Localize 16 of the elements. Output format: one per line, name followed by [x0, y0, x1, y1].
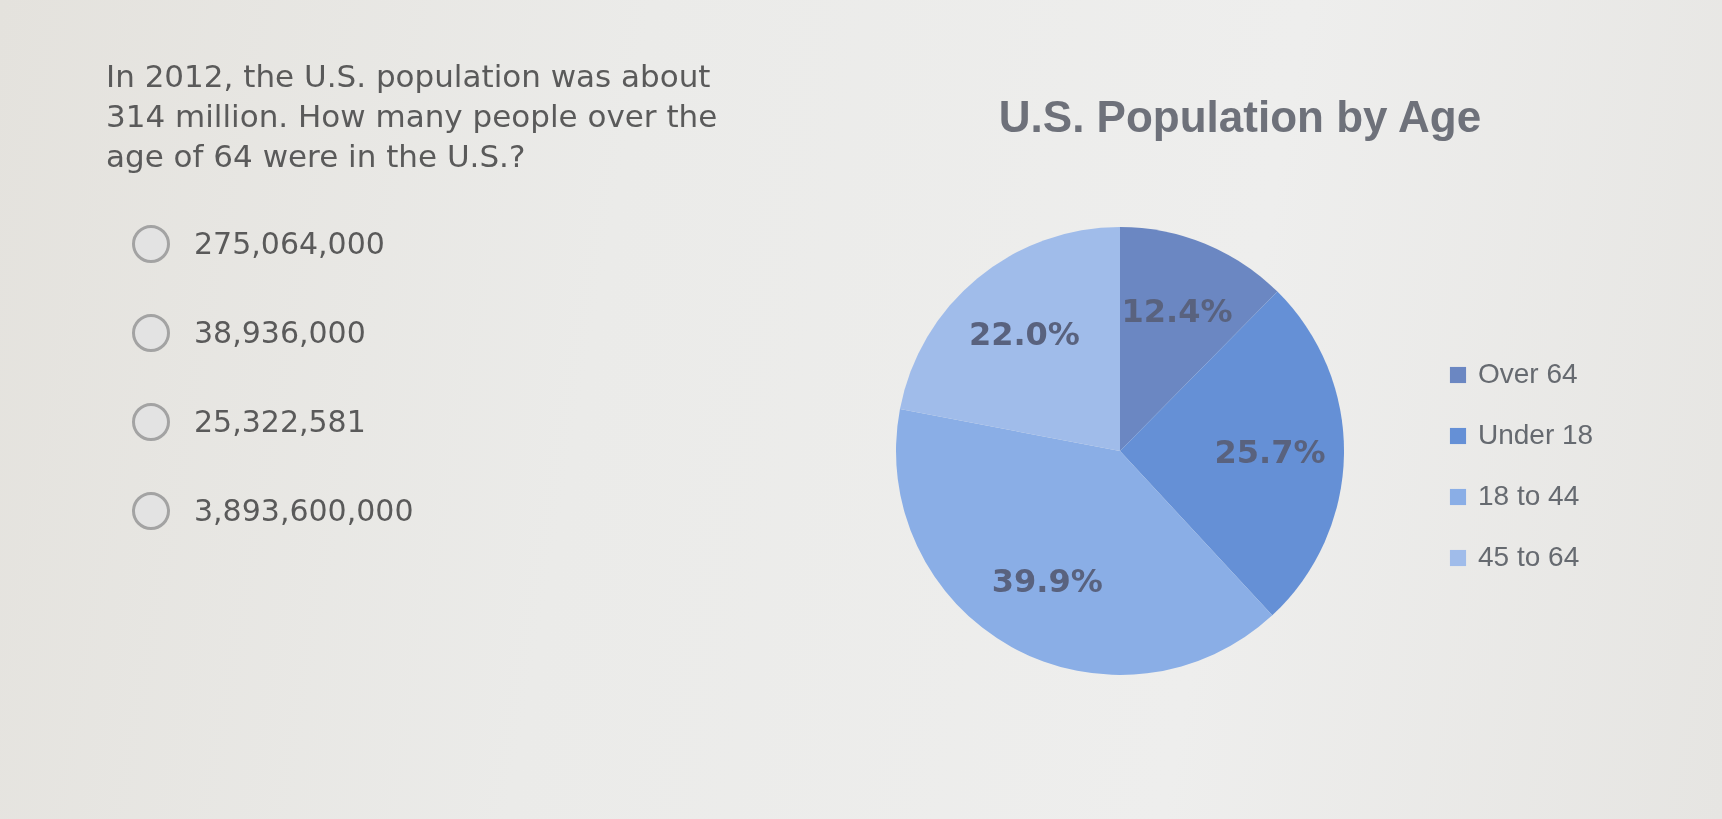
legend-label: 45 to 64 — [1478, 541, 1580, 572]
pie-slice — [1120, 291, 1344, 616]
chart-title: U.S. Population by Age — [998, 92, 1482, 141]
text: 3,893,600,000 — [194, 493, 414, 528]
text: 38,936,000 — [194, 315, 366, 350]
text: 25,322,581 — [194, 404, 366, 439]
legend-label: Over 64 — [1478, 358, 1578, 389]
text: 275,064,000 — [194, 226, 385, 261]
pie-slice — [899, 227, 1120, 451]
data-label: 39.9% — [991, 562, 1103, 601]
data-label: 12.4% — [1121, 292, 1233, 331]
data-label: 25.7% — [1214, 433, 1326, 472]
legend-label: 18 to 44 — [1478, 480, 1580, 511]
text: In 2012, the U.S. population was about 314 million. How many people over the age of 64 were in the U.S.? — [106, 57, 719, 176]
legend-label: Under 18 — [1478, 419, 1594, 450]
data-label: 22.0% — [968, 315, 1080, 354]
